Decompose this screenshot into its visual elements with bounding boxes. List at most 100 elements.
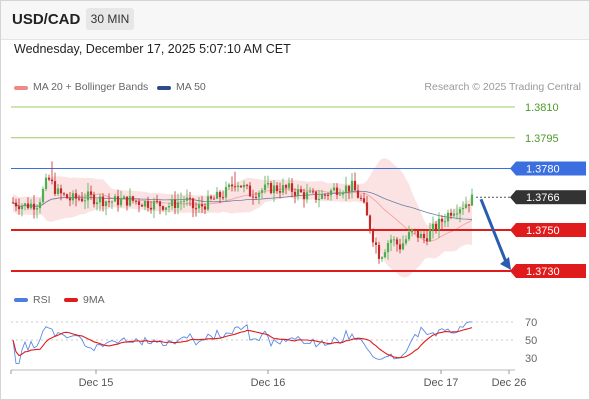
candle-body xyxy=(56,188,60,194)
candle-body xyxy=(338,194,342,196)
candle-body xyxy=(266,183,270,185)
candle-body xyxy=(134,200,138,202)
candle-body xyxy=(140,204,144,207)
candle-body xyxy=(143,201,147,207)
candle-body xyxy=(464,204,468,208)
rsi-tick-50: 50 xyxy=(525,335,537,347)
candle-body xyxy=(263,184,267,191)
candle-body xyxy=(107,201,111,203)
level-label-1.3766: 1.3766 xyxy=(526,192,560,204)
credit-text: Research © 2025 Trading Central xyxy=(424,81,581,93)
candle-body xyxy=(419,233,423,238)
candle-body xyxy=(71,193,75,201)
ma50-line xyxy=(12,190,472,220)
candle-body xyxy=(287,183,291,188)
candle-body xyxy=(77,198,81,200)
candle-body xyxy=(356,190,360,198)
ma50-swatch xyxy=(157,86,171,90)
candle-body xyxy=(272,185,276,194)
candle-body xyxy=(149,207,153,210)
candle-body xyxy=(260,190,264,193)
timeframe-button[interactable]: 30 MIN xyxy=(86,8,134,30)
candle-body xyxy=(65,194,69,199)
candle-body xyxy=(416,230,420,238)
candle-body xyxy=(209,196,213,199)
level-tag-1.3730 xyxy=(516,264,586,278)
level-tag-arrow-1.3766 xyxy=(510,190,516,205)
level-tag-arrow-1.3730 xyxy=(510,264,516,278)
candle-body xyxy=(320,194,324,199)
candle-body xyxy=(47,177,51,180)
candle-body xyxy=(257,192,261,198)
candle-body xyxy=(191,198,195,209)
candle-body xyxy=(122,196,126,199)
candle-body xyxy=(341,193,345,195)
candle-body xyxy=(95,202,99,205)
candle-body xyxy=(386,242,390,253)
level-tag-1.3750 xyxy=(516,223,586,237)
x-tick-label: Dec 17 xyxy=(424,377,459,389)
candle-body xyxy=(353,180,357,191)
candle-body xyxy=(380,257,384,259)
candle-body xyxy=(398,244,402,250)
ma20-label: MA 20 + Bollinger Bands xyxy=(33,81,149,93)
candle-body xyxy=(179,201,183,203)
symbol-title: USD/CAD xyxy=(12,11,81,28)
forecast-arrow-head xyxy=(500,257,511,270)
candle-body xyxy=(89,191,93,195)
candle-body xyxy=(80,198,84,202)
candle-body xyxy=(227,184,231,187)
candle-body xyxy=(185,197,189,201)
candle-body xyxy=(461,207,465,210)
candle-body xyxy=(11,202,15,204)
candle-body xyxy=(53,181,57,194)
candle-body xyxy=(239,185,243,188)
candle-body xyxy=(161,206,165,210)
candle-body xyxy=(101,196,105,207)
candle-body xyxy=(14,202,18,207)
candle-body xyxy=(170,199,174,207)
candle-body xyxy=(374,242,378,245)
ma9-swatch xyxy=(64,298,78,302)
candle-body xyxy=(344,185,348,194)
candle-body xyxy=(44,177,48,189)
candle-body xyxy=(83,200,87,202)
candle-body xyxy=(440,218,444,222)
candles-group xyxy=(11,161,474,264)
candle-body xyxy=(407,232,411,240)
candle-body xyxy=(155,200,159,202)
candle-body xyxy=(392,239,396,241)
level-tag-arrow-1.3780 xyxy=(510,161,516,176)
candle-body xyxy=(437,218,441,231)
candle-body xyxy=(377,244,381,259)
candle-body xyxy=(296,189,300,196)
candle-body xyxy=(278,191,282,193)
candle-body xyxy=(92,194,96,205)
header-bar: USD/CAD 30 MIN xyxy=(1,1,589,40)
candle-body xyxy=(242,184,246,188)
candle-body xyxy=(305,192,309,200)
candle-body xyxy=(68,198,72,201)
candle-body xyxy=(167,206,171,208)
ma20-line xyxy=(12,188,473,242)
candle-body xyxy=(362,198,366,203)
candle-body xyxy=(455,213,459,215)
candle-body xyxy=(275,185,279,192)
level-label-1.3780: 1.3780 xyxy=(526,164,560,176)
candle-body xyxy=(347,185,351,192)
x-tick-label: Dec 26 xyxy=(492,377,527,389)
rsi-9ma-line xyxy=(12,327,473,359)
x-tick-label: Dec 15 xyxy=(79,377,114,389)
level-tag-1.3780 xyxy=(516,161,586,176)
candle-body xyxy=(446,212,450,222)
candle-body xyxy=(50,179,54,182)
candle-body xyxy=(254,196,258,198)
candle-body xyxy=(410,229,414,233)
candle-body xyxy=(332,187,336,191)
candle-body xyxy=(317,198,321,200)
candle-body xyxy=(335,187,339,195)
candle-body xyxy=(128,196,132,206)
candle-body xyxy=(164,207,168,210)
candle-body xyxy=(86,191,90,201)
candle-body xyxy=(425,238,429,242)
